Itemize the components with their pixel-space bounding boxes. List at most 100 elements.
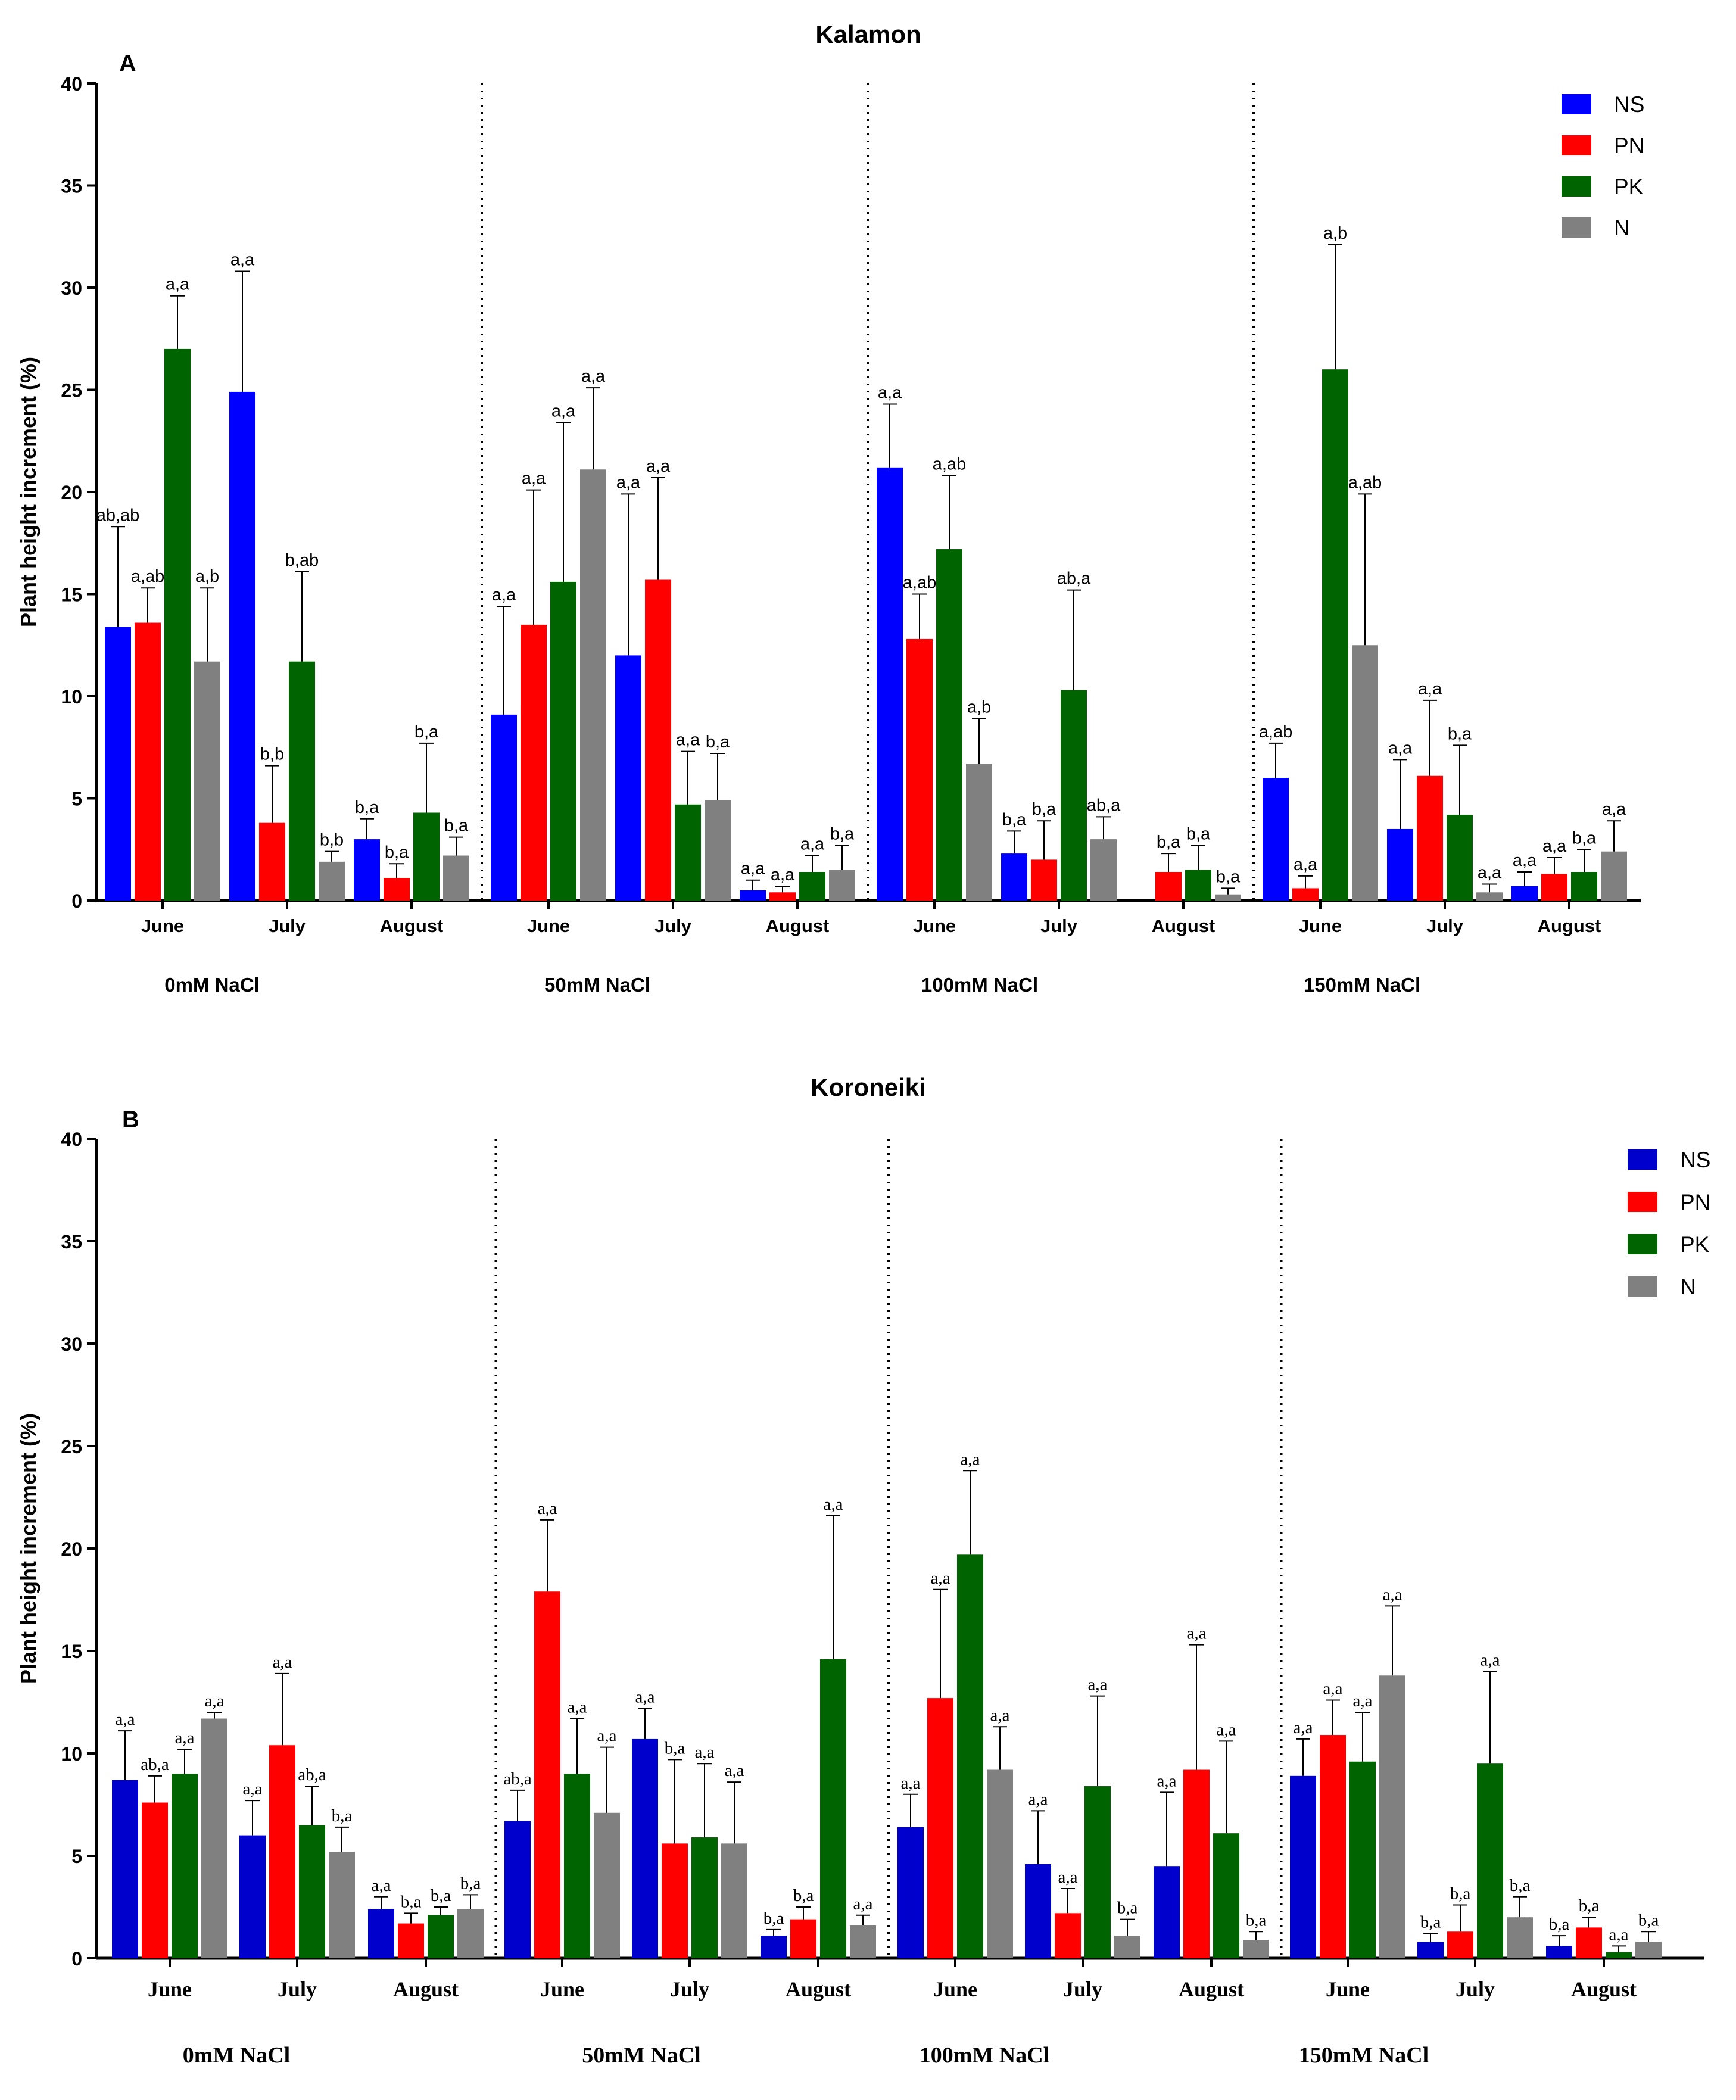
month-label: June [1326, 1977, 1370, 2001]
group-label: 100mM NaCl [921, 974, 1038, 996]
bar-n [966, 764, 992, 901]
bar-pk [413, 812, 440, 901]
bar-n [201, 1718, 227, 1958]
chart-title: Koroneiki [811, 1073, 926, 1101]
significance-letter: b,a [414, 722, 439, 741]
month-label: August [393, 1977, 459, 2001]
significance-letter: b,a [1448, 724, 1472, 743]
month-label: July [1063, 1977, 1102, 2001]
y-tick-label: 5 [71, 789, 82, 810]
bar-pk [1571, 871, 1597, 901]
significance-letter: a,b [195, 567, 219, 586]
legend-label: NS [1614, 92, 1644, 117]
month-label: June [913, 915, 956, 936]
bar-ns [632, 1738, 658, 1958]
legend-label: N [1614, 216, 1630, 240]
bar-n [1635, 1942, 1662, 1958]
bar-n [1114, 1936, 1140, 1958]
bar-pk [1322, 369, 1348, 901]
bar-pn [135, 622, 161, 901]
bar-pk [164, 348, 191, 901]
significance-letter: a,a [1157, 1771, 1177, 1790]
bar-pn [906, 638, 933, 901]
bar-n [705, 800, 731, 901]
bar-ns [740, 890, 766, 901]
bar-pn [142, 1802, 168, 1958]
significance-letter: a,ab [131, 567, 164, 586]
significance-letter: b,a [1510, 1876, 1531, 1895]
significance-letter: b,a [332, 1806, 353, 1825]
bar-pn [1576, 1927, 1602, 1958]
bar-n [1476, 892, 1503, 901]
significance-letter: a,a [1187, 1624, 1207, 1643]
bar-ns [504, 1821, 531, 1958]
bar-n [443, 855, 469, 901]
significance-letter: a,a [824, 1495, 843, 1514]
significance-letter: a,a [1602, 800, 1626, 819]
significance-letter: a,a [853, 1895, 873, 1914]
month-label: July [269, 915, 306, 936]
bar-pk [1447, 814, 1473, 901]
significance-letter: ab,a [1087, 796, 1121, 815]
significance-letter: ab,a [141, 1755, 169, 1774]
significance-letter: b,a [401, 1892, 422, 1911]
month-label: July [278, 1977, 317, 2001]
bar-ns [112, 1780, 138, 1958]
bar-ns [105, 627, 131, 901]
significance-letter: a,a [635, 1687, 655, 1706]
bar-pk [799, 871, 825, 901]
bar-pk [691, 1837, 718, 1958]
bar-pn [534, 1591, 560, 1958]
significance-letter: a,a [1513, 851, 1537, 870]
significance-letter: a,a [676, 731, 700, 750]
y-tick-label: 40 [61, 73, 82, 95]
y-tick-label: 20 [61, 482, 82, 503]
y-tick-label: 40 [61, 1129, 82, 1150]
significance-letter: b,a [355, 798, 379, 817]
bar-n [1090, 839, 1117, 901]
group-label: 50mM NaCl [582, 2043, 700, 2068]
legend-label: PK [1680, 1232, 1710, 1257]
group-label: 0mM NaCl [183, 2043, 290, 2068]
significance-letter: b,a [1638, 1911, 1659, 1930]
legend-label: PN [1614, 133, 1644, 158]
significance-letter: b,a [1572, 828, 1597, 848]
legend: NS PN PK N [1628, 1148, 1710, 1299]
significance-letter: ab,a [1057, 569, 1091, 588]
bar-pk [289, 661, 315, 901]
bar-pn [645, 579, 671, 901]
significance-letter: a,a [695, 1743, 715, 1762]
significance-letter: a,a [522, 469, 546, 488]
significance-letter: a,a [372, 1876, 391, 1895]
month-label: June [148, 1977, 192, 2001]
bar-ns [1511, 886, 1538, 901]
bar-n [594, 1812, 620, 1958]
significance-letter: b,a [1002, 810, 1027, 829]
y-tick-label: 35 [61, 1231, 82, 1252]
bar-pn [1541, 874, 1567, 901]
significance-letter: b,a [1579, 1896, 1600, 1915]
bar-pk [550, 581, 576, 901]
bar-pn [662, 1843, 688, 1958]
group-label: 150mM NaCl [1304, 974, 1420, 996]
panel-a: Kalamon A 0 5 10 15 20 25 30 35 40 Plant height inc… [16, 20, 1644, 996]
month-label: August [1179, 1977, 1244, 2001]
bar-pn [1055, 1913, 1081, 1958]
group-label: 0mM NaCl [164, 974, 260, 996]
significance-letter: a,b [967, 698, 991, 717]
significance-letter: a,a [205, 1691, 225, 1710]
significance-letter: a,a [538, 1499, 557, 1518]
bar-n [850, 1925, 876, 1958]
bar-n [1352, 645, 1378, 901]
bar-pn [1183, 1769, 1210, 1958]
bar-n [721, 1843, 747, 1958]
significance-letter: ab,ab [96, 506, 140, 525]
significance-letter: a,a [878, 384, 902, 403]
significance-letter: a,a [1088, 1675, 1108, 1694]
bar-ns [1387, 828, 1413, 901]
legend-label: N [1680, 1275, 1696, 1299]
significance-letter: b,a [1420, 1913, 1441, 1932]
bar-ns [897, 1827, 924, 1958]
bar-pn [927, 1698, 953, 1958]
y-tick-label: 35 [61, 176, 82, 197]
